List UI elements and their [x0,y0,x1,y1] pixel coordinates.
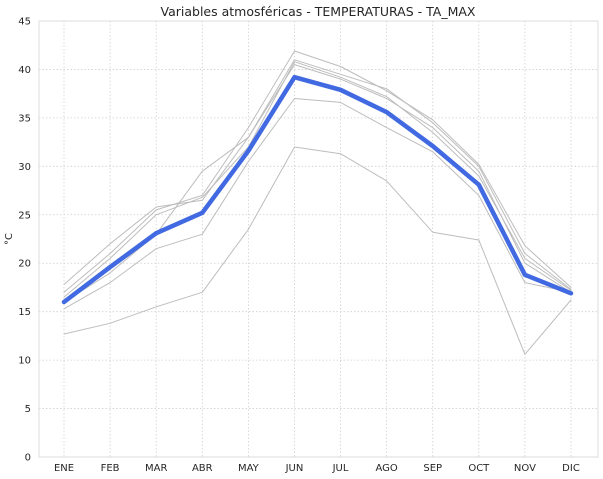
series-lines [61,50,574,355]
y-tick-labels: 0 5 10 15 20 25 30 35 40 45 [18,17,31,464]
x-tick-label: FEB [101,463,120,474]
chart-title: Variables atmosféricas - TEMPERATURAS - … [161,4,476,19]
x-tick-label: AGO [375,463,397,474]
series-line-5 [63,98,572,310]
x-tick-label: JUN [285,463,304,474]
y-tick-label: 35 [18,113,31,124]
x-tick-label: JUL [332,463,349,474]
y-tick-label: 15 [18,307,31,318]
series-line-6 [63,146,572,355]
series-line-3 [63,59,572,290]
x-tick-label: NOV [514,463,536,474]
y-tick-label: 45 [18,17,31,28]
y-tick-label: 20 [18,259,31,270]
x-tick-label: ENE [54,463,74,474]
y-tick-label: 0 [25,453,31,464]
x-tick-labels: ENE FEB MAR ABR MAY JUN JUL AGO SEP OCT NOV DIC [54,463,580,474]
series-line-4 [63,61,572,298]
x-tick-label: DIC [562,463,580,474]
x-tick-label: SEP [423,463,442,474]
y-tick-label: 5 [25,404,31,415]
x-tick-label: MAR [145,463,167,474]
series-line-highlighted [61,74,574,305]
x-tick-label: OCT [468,463,490,474]
series-line-2 [63,50,572,293]
x-tick-label: ABR [192,463,213,474]
y-tick-label: 10 [18,356,31,367]
x-tick-label: MAY [238,463,260,474]
y-tick-label: 40 [18,65,31,76]
y-tick-label: 30 [18,162,31,173]
plot-frame [38,20,599,458]
y-tick-label: 25 [18,210,31,221]
y-axis-label: °C [4,233,15,245]
